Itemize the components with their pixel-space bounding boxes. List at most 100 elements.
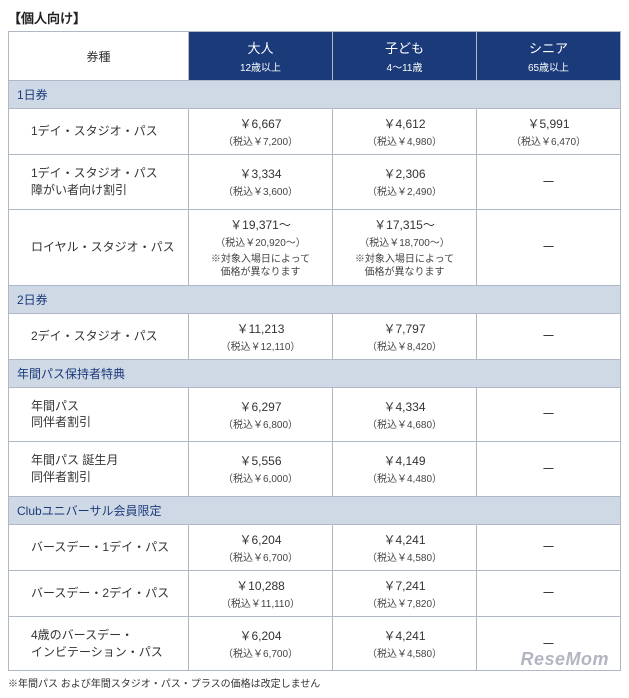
price-main: ￥5,556 <box>191 452 330 469</box>
section-row: 年間パス保持者特典 <box>9 359 621 387</box>
price-tax: （税込￥11,110） <box>191 595 330 610</box>
no-price-dash: － <box>542 406 556 422</box>
col-header-child-name: 子ども <box>335 38 474 57</box>
price-cell-adult: ￥5,556（税込￥6,000） <box>189 442 333 497</box>
no-price-dash: － <box>542 539 556 555</box>
price-main: ￥3,334 <box>191 165 330 182</box>
table-row: 年間パス 誕生月同伴者割引￥5,556（税込￥6,000）￥4,149（税込￥4… <box>9 442 621 497</box>
price-main: ￥2,306 <box>335 165 474 182</box>
row-label: 1デイ・スタジオ・パス障がい者向け割引 <box>9 155 189 210</box>
price-tax: （税込￥6,800） <box>191 416 330 431</box>
row-label: 1デイ・スタジオ・パス <box>9 109 189 155</box>
price-tax: （税込￥3,600） <box>191 183 330 198</box>
price-tax: （税込￥7,820） <box>335 595 474 610</box>
price-cell-child: ￥4,149（税込￥4,480） <box>333 442 477 497</box>
price-cell-child: ￥7,797（税込￥8,420） <box>333 313 477 359</box>
price-tax: （税込￥4,580） <box>335 645 474 660</box>
price-main: ￥4,334 <box>335 398 474 415</box>
table-body: 1日券1デイ・スタジオ・パス￥6,667（税込￥7,200）￥4,612（税込￥… <box>9 81 621 671</box>
price-cell-adult: ￥11,213（税込￥12,110） <box>189 313 333 359</box>
price-cell-child: ￥7,241（税込￥7,820） <box>333 570 477 616</box>
price-cell-child: ￥4,241（税込￥4,580） <box>333 524 477 570</box>
no-price-dash: － <box>542 585 556 601</box>
row-label: 年間パス 誕生月同伴者割引 <box>9 442 189 497</box>
row-label: 2デイ・スタジオ・パス <box>9 313 189 359</box>
section-title: 年間パス保持者特典 <box>9 359 621 387</box>
no-price-dash: － <box>542 461 556 477</box>
price-cell-senior: ￥5,991（税込￥6,470） <box>477 109 621 155</box>
price-cell-senior: － <box>477 570 621 616</box>
price-cell-child: ￥2,306（税込￥2,490） <box>333 155 477 210</box>
table-row: 年間パス同伴者割引￥6,297（税込￥6,800）￥4,334（税込￥4,680… <box>9 387 621 442</box>
price-tax: （税込￥6,000） <box>191 470 330 485</box>
price-tax: （税込￥12,110） <box>191 338 330 353</box>
price-cell-senior: － <box>477 616 621 671</box>
price-main: ￥7,241 <box>335 577 474 594</box>
table-row: ロイヤル・スタジオ・パス￥19,371～（税込￥20,920～）※対象入場日によ… <box>9 209 621 285</box>
col-header-child: 子ども 4～11歳 <box>333 32 477 81</box>
no-price-dash: － <box>542 239 556 255</box>
row-label: バースデー・1デイ・パス <box>9 524 189 570</box>
row-label: バースデー・2デイ・パス <box>9 570 189 616</box>
price-cell-adult: ￥6,297（税込￥6,800） <box>189 387 333 442</box>
price-tax: （税込￥2,490） <box>335 183 474 198</box>
price-main: ￥7,797 <box>335 320 474 337</box>
page-container: 【個人向け】 券種 大人 12歳以上 子ども 4～11歳 シニア 65歳以上 1… <box>8 8 621 690</box>
price-tax: （税込￥6,700） <box>191 549 330 564</box>
price-note: ※対象入場日によって価格が異なります <box>191 253 330 279</box>
section-row: Clubユニバーサル会員限定 <box>9 496 621 524</box>
table-row: バースデー・1デイ・パス￥6,204（税込￥6,700）￥4,241（税込￥4,… <box>9 524 621 570</box>
no-price-dash: － <box>542 328 556 344</box>
row-label: 4歳のバースデー・インビテーション・パス <box>9 616 189 671</box>
price-main: ￥11,213 <box>191 320 330 337</box>
price-cell-adult: ￥6,667（税込￥7,200） <box>189 109 333 155</box>
price-main: ￥4,149 <box>335 452 474 469</box>
price-main: ￥10,288 <box>191 577 330 594</box>
price-tax: （税込￥4,680） <box>335 416 474 431</box>
price-cell-adult: ￥3,334（税込￥3,600） <box>189 155 333 210</box>
section-title: 2日券 <box>9 285 621 313</box>
price-cell-senior: － <box>477 387 621 442</box>
price-tax: （税込￥6,700） <box>191 645 330 660</box>
row-label: ロイヤル・スタジオ・パス <box>9 209 189 285</box>
price-main: ￥4,241 <box>335 531 474 548</box>
page-heading: 【個人向け】 <box>8 8 621 27</box>
table-row: 2デイ・スタジオ・パス￥11,213（税込￥12,110）￥7,797（税込￥8… <box>9 313 621 359</box>
price-cell-child: ￥4,241（税込￥4,580） <box>333 616 477 671</box>
price-cell-senior: － <box>477 209 621 285</box>
footnote: ※年間パス および年間スタジオ・パス・プラスの価格は改定しません <box>8 675 621 690</box>
price-cell-adult: ￥6,204（税込￥6,700） <box>189 524 333 570</box>
price-cell-senior: － <box>477 524 621 570</box>
section-title: Clubユニバーサル会員限定 <box>9 496 621 524</box>
price-cell-child: ￥4,612（税込￥4,980） <box>333 109 477 155</box>
price-main: ￥5,991 <box>479 115 618 132</box>
col-header-adult-note: 12歳以上 <box>191 59 330 74</box>
price-tax: （税込￥6,470） <box>479 133 618 148</box>
price-cell-adult: ￥10,288（税込￥11,110） <box>189 570 333 616</box>
col-header-senior: シニア 65歳以上 <box>477 32 621 81</box>
col-header-senior-note: 65歳以上 <box>479 59 618 74</box>
section-row: 1日券 <box>9 81 621 109</box>
col-header-adult: 大人 12歳以上 <box>189 32 333 81</box>
table-row: 4歳のバースデー・インビテーション・パス￥6,204（税込￥6,700）￥4,2… <box>9 616 621 671</box>
price-cell-adult: ￥19,371～（税込￥20,920～）※対象入場日によって価格が異なります <box>189 209 333 285</box>
price-cell-adult: ￥6,204（税込￥6,700） <box>189 616 333 671</box>
price-cell-senior: － <box>477 442 621 497</box>
col-header-type: 券種 <box>9 32 189 81</box>
price-cell-senior: － <box>477 155 621 210</box>
table-row: 1デイ・スタジオ・パス￥6,667（税込￥7,200）￥4,612（税込￥4,9… <box>9 109 621 155</box>
col-header-child-note: 4～11歳 <box>335 59 474 74</box>
price-table: 券種 大人 12歳以上 子ども 4～11歳 シニア 65歳以上 1日券1デイ・ス… <box>8 31 621 671</box>
col-header-senior-name: シニア <box>479 38 618 57</box>
price-main: ￥6,204 <box>191 531 330 548</box>
price-tax: （税込￥4,480） <box>335 470 474 485</box>
price-cell-child: ￥17,315～（税込￥18,700～）※対象入場日によって価格が異なります <box>333 209 477 285</box>
price-tax: （税込￥7,200） <box>191 133 330 148</box>
price-tax: （税込￥4,580） <box>335 549 474 564</box>
price-main: ￥17,315～ <box>335 216 474 233</box>
row-label: 年間パス同伴者割引 <box>9 387 189 442</box>
table-row: 1デイ・スタジオ・パス障がい者向け割引￥3,334（税込￥3,600）￥2,30… <box>9 155 621 210</box>
price-cell-child: ￥4,334（税込￥4,680） <box>333 387 477 442</box>
section-title: 1日券 <box>9 81 621 109</box>
no-price-dash: － <box>542 174 556 190</box>
